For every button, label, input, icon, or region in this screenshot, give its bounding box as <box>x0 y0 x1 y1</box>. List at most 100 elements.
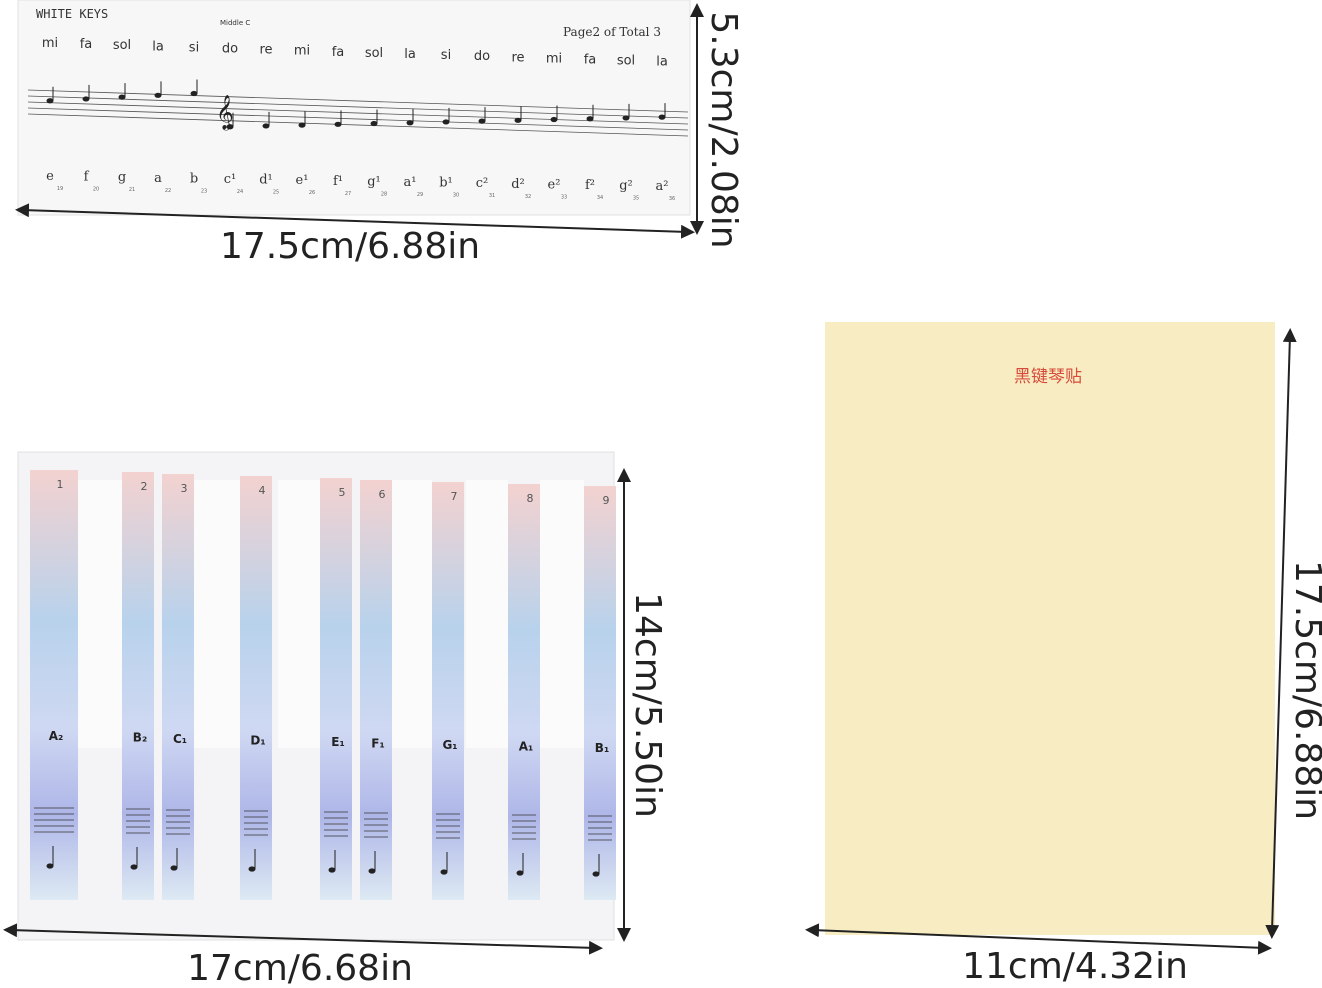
dimension-label: 11cm/4.32in <box>962 946 1188 987</box>
note-head <box>516 870 524 876</box>
note-head <box>368 868 376 874</box>
white-key-area <box>194 480 240 748</box>
staff-line <box>27 95 689 119</box>
white-key-area <box>78 480 122 748</box>
dimension-arrow <box>15 203 695 239</box>
note-head <box>658 114 666 120</box>
key-number: 5 <box>339 486 346 499</box>
note-head <box>440 869 448 875</box>
key-index: 32 <box>525 194 531 200</box>
key-number: 4 <box>259 484 266 497</box>
key-index: 34 <box>597 195 603 201</box>
key-index: 29 <box>417 192 423 198</box>
solfege: si <box>189 40 199 55</box>
key-index: 21 <box>129 187 135 193</box>
key-index: 19 <box>57 186 63 192</box>
key-label: B₂ <box>133 731 147 745</box>
note-head <box>170 865 178 871</box>
solfege: fa <box>332 45 345 60</box>
note-name: e² <box>548 177 561 192</box>
dimension-arrow <box>3 923 603 955</box>
key-number: 8 <box>527 492 534 505</box>
key-strip <box>508 484 540 900</box>
key-index: 25 <box>273 190 279 196</box>
key-number: 6 <box>379 488 386 501</box>
key-strip <box>432 482 464 900</box>
staff-line <box>27 107 689 131</box>
key-index: 36 <box>669 196 675 202</box>
note-name: a <box>154 171 162 186</box>
solfege: la <box>656 55 668 70</box>
key-index: 33 <box>561 194 567 200</box>
note-head <box>262 123 270 129</box>
top-sheet <box>17 0 691 216</box>
key-index: 30 <box>453 193 459 199</box>
note-name: a¹ <box>404 175 417 190</box>
key-index: 22 <box>165 188 171 194</box>
note-name: c¹ <box>224 172 237 187</box>
key-label: A₁ <box>519 740 534 754</box>
solfege: mi <box>42 36 58 51</box>
key-number: 3 <box>181 482 188 495</box>
key-index: 26 <box>309 190 315 196</box>
dimension-label: 17.5cm/6.88in <box>220 226 480 267</box>
key-label: B₁ <box>595 741 609 755</box>
dimension-arrow <box>805 923 1272 955</box>
solfege: mi <box>546 51 562 66</box>
note-head <box>334 121 342 127</box>
key-strip <box>584 486 616 900</box>
key-number: 7 <box>451 490 458 503</box>
key-index: 23 <box>201 188 207 194</box>
dimension-label: 17cm/6.68in <box>187 948 413 988</box>
dimension-label: 5.3cm/2.08in <box>703 11 744 248</box>
middle-c-label: Middle C <box>220 19 250 27</box>
key-strip <box>320 478 352 900</box>
solfege: do <box>474 49 490 64</box>
note-head <box>514 117 522 123</box>
white-key-area <box>392 480 432 748</box>
solfege: sol <box>113 38 131 53</box>
key-label: C₁ <box>173 732 187 746</box>
key-label: E₁ <box>331 735 344 749</box>
note-name: g¹ <box>367 174 381 189</box>
page-label: Page2 of Total 3 <box>563 25 661 39</box>
key-index: 31 <box>489 193 495 199</box>
note-head <box>328 867 336 873</box>
note-head <box>154 92 162 98</box>
note-name: c² <box>476 176 489 191</box>
key-number: 9 <box>603 494 610 507</box>
staff-line <box>27 101 689 125</box>
solfege: do <box>222 42 238 57</box>
note-head <box>118 94 126 100</box>
white-key-area <box>466 480 508 748</box>
key-label: A₂ <box>49 729 64 743</box>
solfege: la <box>404 47 416 62</box>
note-head <box>622 115 630 121</box>
key-strip <box>360 480 392 900</box>
note-name: e¹ <box>296 173 309 188</box>
note-head <box>226 124 234 130</box>
key-strip <box>122 472 154 900</box>
key-index: 20 <box>93 187 99 193</box>
note-head <box>442 119 450 125</box>
key-strip <box>240 476 272 900</box>
key-label: D₁ <box>250 734 265 748</box>
staff-line <box>27 89 689 113</box>
key-index: 24 <box>237 189 243 195</box>
solfege: mi <box>294 44 310 59</box>
solfege: sol <box>365 46 383 61</box>
white-key-area <box>540 480 584 748</box>
note-head <box>478 118 486 124</box>
solfege: sol <box>617 54 635 69</box>
note-head <box>592 871 600 877</box>
note-name: d² <box>511 177 525 192</box>
black-key-sheet <box>825 322 1275 935</box>
note-head <box>130 864 138 870</box>
staff-line <box>27 113 689 137</box>
note-name: g² <box>619 179 633 194</box>
sheet-title: 黑键琴贴 <box>1014 367 1082 387</box>
solfege: re <box>259 43 272 58</box>
staff <box>27 89 689 137</box>
note-name: a² <box>656 179 669 194</box>
